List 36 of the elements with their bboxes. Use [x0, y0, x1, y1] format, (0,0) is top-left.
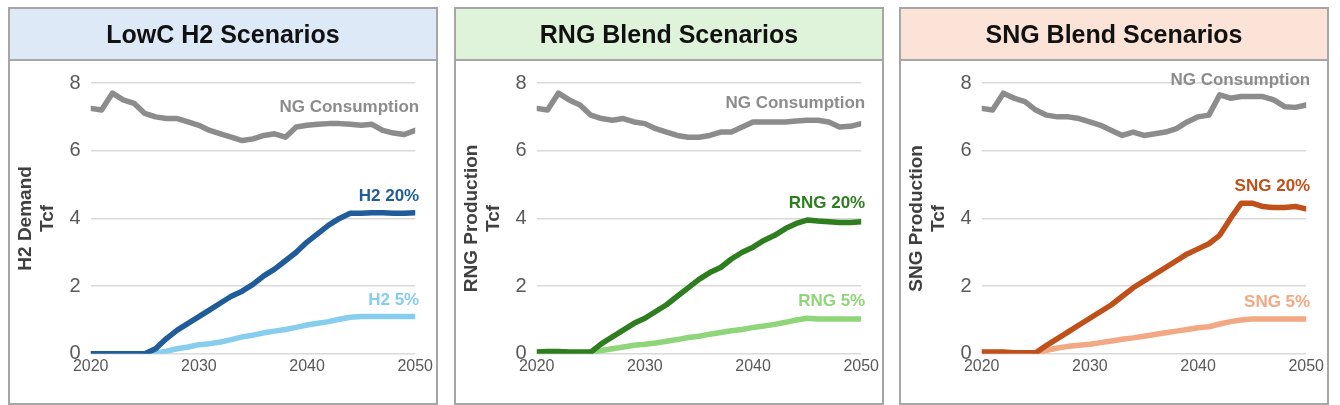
x-tick-label: 2040 [289, 356, 325, 374]
chart-title: LowC H2 Scenarios [10, 9, 436, 61]
y-tick-label: 6 [69, 138, 81, 161]
series-label: SNG 5% [1244, 292, 1311, 312]
series-label: H2 5% [368, 289, 420, 309]
y-axis-title: SNG Production Tcf [904, 145, 949, 292]
y-axis-title: H2 Demand Tcf [13, 166, 58, 271]
y-tick-label: 4 [69, 205, 81, 228]
series-label: NG Consumption [279, 96, 420, 116]
y-tick-label: 8 [69, 70, 81, 93]
chart-title: SNG Blend Scenarios [901, 9, 1327, 61]
y-axis-title: RNG Production Tcf [459, 144, 504, 293]
x-tick-label: 2030 [181, 356, 217, 374]
series-label: RNG 20% [788, 193, 866, 213]
y-tick-label: 6 [515, 138, 527, 161]
x-tick-label: 2030 [1072, 356, 1108, 374]
y-tick-label: 2 [515, 273, 527, 296]
y-tick-label: 8 [515, 70, 527, 93]
x-tick-label: 2050 [397, 356, 434, 374]
x-tick-label: 2030 [627, 356, 663, 374]
y-tick-label: 8 [960, 70, 972, 93]
chart-title: RNG Blend Scenarios [456, 9, 882, 61]
series-label: H2 20% [358, 185, 420, 205]
series-label: NG Consumption [725, 93, 866, 113]
series-label: SNG 20% [1234, 176, 1311, 196]
x-tick-label: 2050 [1288, 356, 1325, 374]
x-tick-label: 2040 [1180, 356, 1216, 374]
y-tick-label: 2 [69, 273, 81, 296]
y-tick-label: 4 [960, 205, 972, 228]
y-tick-label: 2 [960, 273, 972, 296]
series-label: NG Consumption [1170, 69, 1311, 89]
series-label: RNG 5% [798, 291, 866, 311]
x-tick-label: 2040 [735, 356, 771, 374]
y-tick-label: 6 [960, 138, 972, 161]
x-tick-label: 2050 [843, 356, 880, 374]
y-tick-label: 4 [515, 205, 527, 228]
